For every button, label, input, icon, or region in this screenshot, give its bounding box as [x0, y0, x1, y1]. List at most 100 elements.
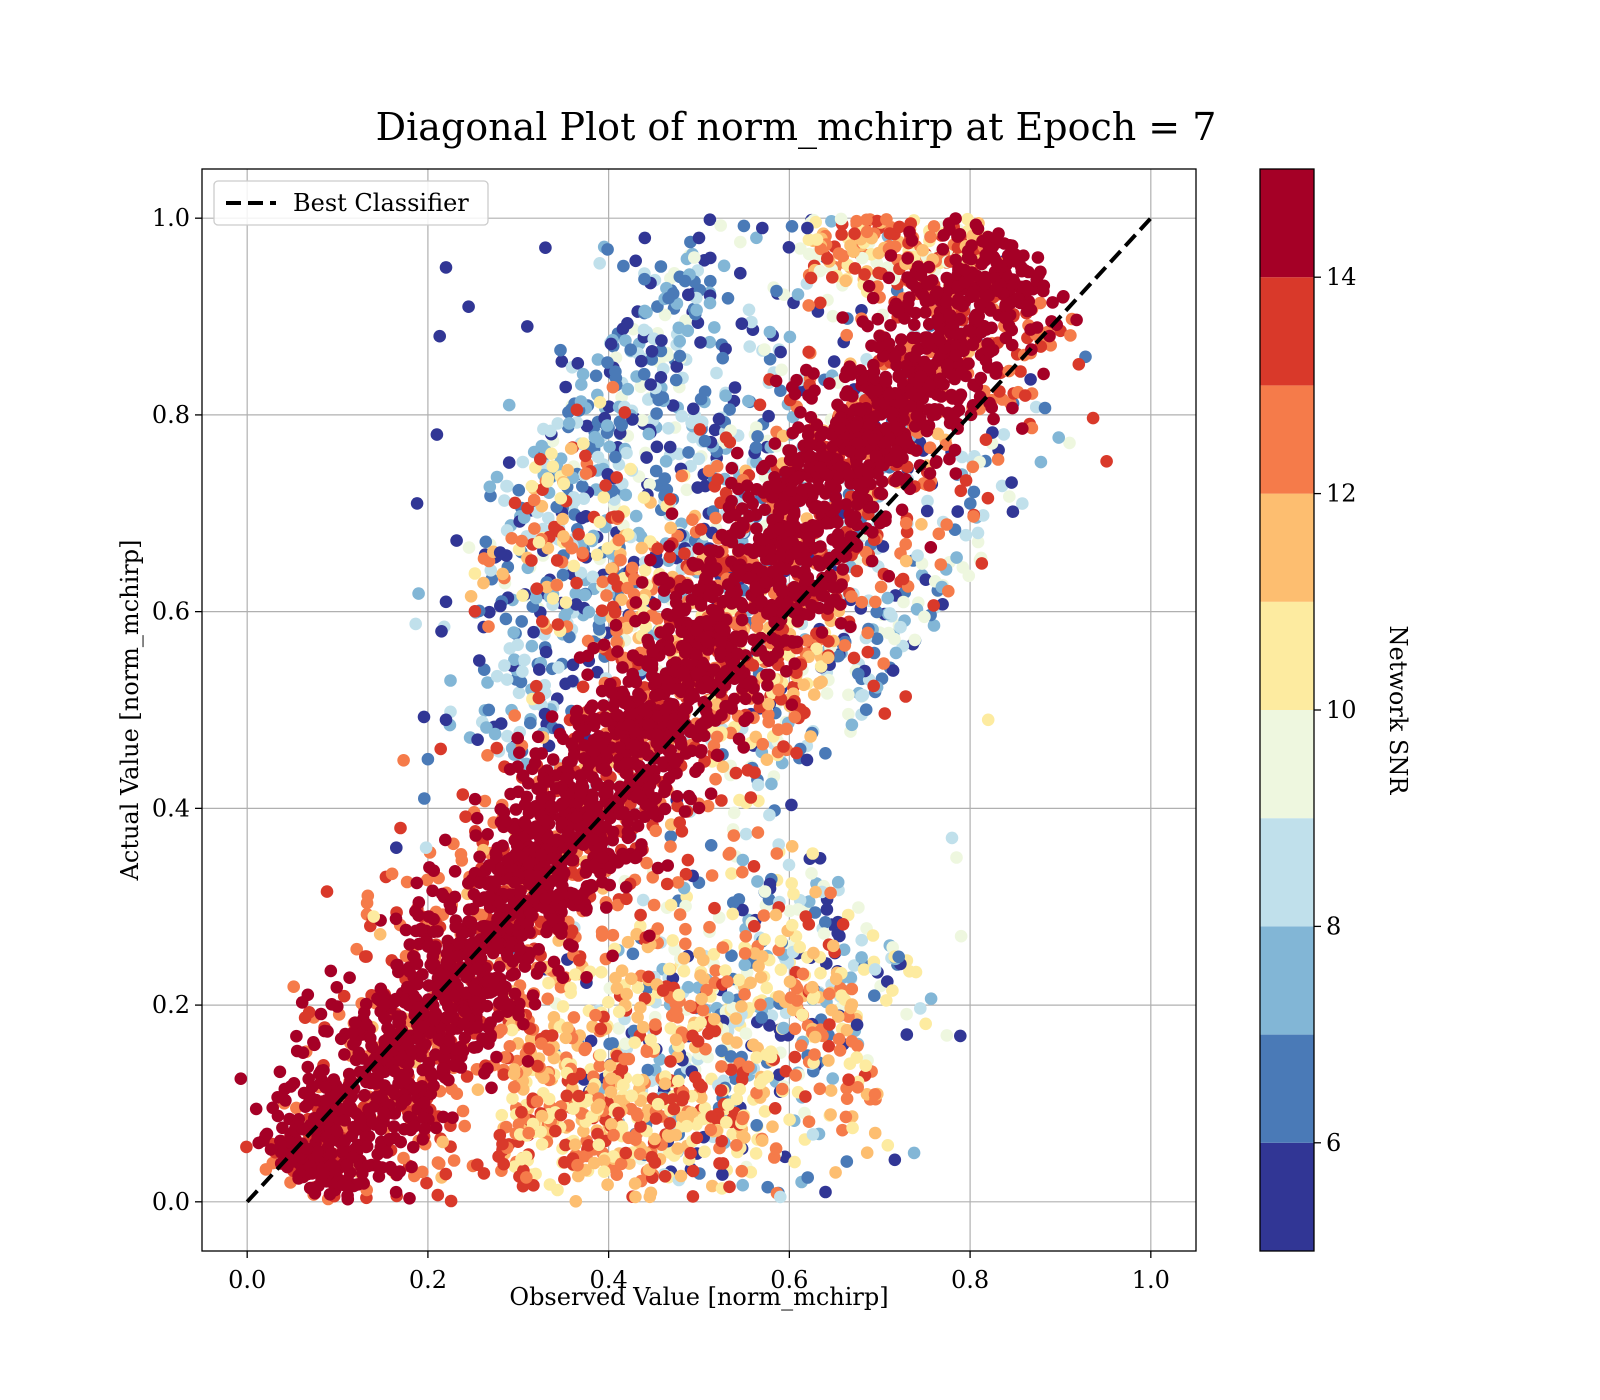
- scatter-point: [1016, 497, 1029, 510]
- scatter-point: [507, 1067, 521, 1081]
- scatter-point: [921, 494, 934, 508]
- scatter-point: [806, 992, 820, 1005]
- scatter-point: [758, 933, 771, 946]
- scatter-point: [503, 1040, 517, 1053]
- scatter-point: [824, 1084, 838, 1097]
- scatter-point: [813, 264, 827, 278]
- scatter-point: [496, 1137, 509, 1151]
- scatter-point: [793, 940, 806, 954]
- scatter-point: [687, 402, 700, 416]
- scatter-point: [468, 792, 482, 806]
- scatter-point: [607, 572, 620, 586]
- scatter-point: [359, 950, 372, 963]
- scatter-point: [604, 337, 618, 351]
- scatter-point: [605, 1118, 618, 1131]
- scatter-point: [769, 908, 783, 922]
- scatter-point: [397, 754, 410, 767]
- scatter-point: [819, 747, 832, 760]
- scatter-point: [892, 950, 905, 964]
- scatter-point: [680, 1119, 694, 1133]
- scatter-point: [541, 475, 554, 488]
- scatter-point: [471, 1083, 485, 1096]
- scatter-point: [727, 806, 741, 820]
- scatter-point: [468, 605, 482, 618]
- scatter-point: [494, 717, 508, 730]
- scatter-point: [742, 303, 756, 317]
- scatter-point: [831, 1010, 845, 1023]
- scatter-point: [886, 664, 900, 677]
- scatter-point: [975, 557, 989, 570]
- scatter-point: [814, 296, 827, 310]
- scatter-point: [783, 975, 797, 988]
- scatter-point: [859, 703, 873, 716]
- scatter-point: [782, 858, 796, 872]
- scatter-point: [621, 382, 635, 396]
- scatter-point: [626, 947, 640, 961]
- scatter-point: [774, 345, 787, 359]
- scatter-point: [804, 271, 818, 285]
- scatter-point: [762, 409, 775, 423]
- scatter-point: [462, 541, 476, 554]
- scatter-point: [826, 1072, 839, 1085]
- scatter-point: [731, 446, 744, 460]
- scatter-point: [518, 653, 531, 667]
- scatter-point: [663, 550, 677, 564]
- scatter-point: [662, 422, 675, 435]
- scatter-point: [385, 867, 399, 881]
- scatter-point: [870, 605, 883, 619]
- scatter-point: [673, 349, 687, 363]
- scatter-point: [555, 355, 569, 368]
- scatter-point: [649, 824, 662, 838]
- scatter-point: [498, 494, 511, 507]
- scatter-point: [549, 1124, 562, 1138]
- scatter-point: [635, 414, 649, 427]
- scatter-point: [640, 451, 653, 464]
- scatter-point: [645, 345, 659, 358]
- scatter-point: [847, 245, 860, 258]
- scatter-point: [541, 992, 554, 1006]
- scatter-point: [788, 1050, 802, 1064]
- scatter-point: [508, 653, 521, 666]
- scatter-point: [724, 1050, 738, 1063]
- scatter-point: [736, 865, 749, 879]
- scatter-point: [800, 753, 814, 767]
- scatter-point: [823, 1018, 836, 1031]
- scatter-point: [498, 659, 511, 672]
- scatter-point: [500, 479, 513, 493]
- scatter-point: [528, 522, 541, 535]
- scatter-point: [448, 1059, 462, 1073]
- scatter-point: [716, 760, 730, 773]
- scatter-point: [981, 491, 995, 505]
- scatter-point: [643, 1190, 657, 1204]
- scatter-point: [569, 598, 583, 611]
- scatter-point: [522, 1126, 535, 1140]
- scatter-point: [633, 1147, 647, 1161]
- scatter-point: [744, 976, 757, 990]
- scatter-point: [716, 351, 729, 365]
- scatter-point: [840, 1092, 854, 1105]
- scatter-point: [644, 1033, 657, 1047]
- scatter-point: [447, 1154, 461, 1167]
- scatter-point: [758, 343, 771, 356]
- scatter-point: [907, 1146, 921, 1160]
- scatter-point: [723, 846, 737, 860]
- scatter-point: [583, 532, 597, 546]
- scatter-point: [590, 665, 604, 679]
- scatter-point: [755, 1011, 768, 1024]
- scatter-point: [807, 688, 821, 701]
- scatter-point: [649, 464, 663, 478]
- scatter-point: [359, 997, 373, 1011]
- scatter-point: [763, 1019, 776, 1032]
- scatter-point: [855, 689, 868, 703]
- scatter-point: [899, 690, 912, 703]
- scatter-point: [664, 521, 677, 535]
- scatter-point: [804, 730, 817, 743]
- scatter-point: [750, 1051, 763, 1064]
- scatter-point: [660, 877, 674, 891]
- scatter-point: [568, 1138, 582, 1151]
- scatter-point: [567, 559, 581, 573]
- scatter-point: [710, 366, 723, 380]
- scatter-point: [527, 625, 540, 639]
- scatter-point: [858, 268, 871, 281]
- scatter-point: [601, 419, 614, 432]
